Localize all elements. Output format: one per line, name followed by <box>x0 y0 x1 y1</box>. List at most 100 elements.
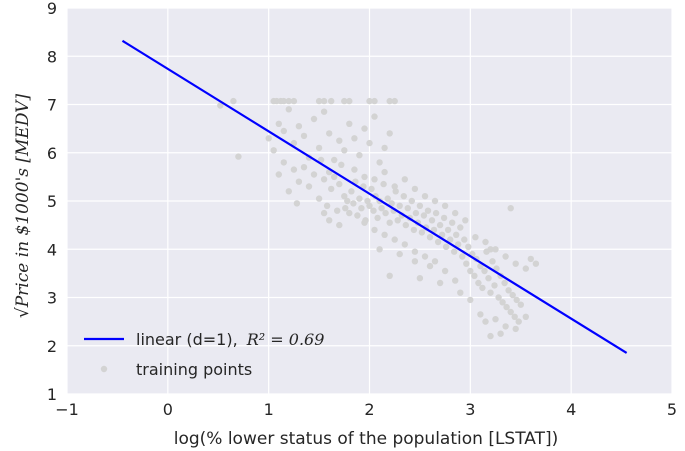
training-point <box>371 97 378 105</box>
training-point <box>290 97 298 105</box>
training-point <box>482 238 489 246</box>
x-tick-label: 2 <box>364 400 374 419</box>
training-point <box>386 97 393 105</box>
training-point <box>320 209 328 217</box>
training-point <box>368 185 375 193</box>
training-point <box>511 313 518 320</box>
training-point <box>441 202 449 209</box>
training-point <box>457 289 464 296</box>
training-point <box>300 132 308 140</box>
x-tick-label: 3 <box>465 400 475 419</box>
training-point <box>348 188 355 195</box>
training-point <box>455 241 462 248</box>
training-point <box>431 258 439 265</box>
training-point <box>411 258 419 265</box>
training-point <box>467 296 474 304</box>
training-point <box>356 152 363 159</box>
training-point <box>371 176 378 183</box>
legend-line-math: R² = 0.69 <box>246 330 325 349</box>
training-point <box>310 115 318 123</box>
training-point <box>452 209 459 217</box>
training-point <box>275 120 282 128</box>
training-point <box>436 279 444 287</box>
y-tick-label: 8 <box>47 47 57 66</box>
legend: linear (d=1), R² = 0.69 training points <box>84 330 324 379</box>
training-point <box>391 183 398 190</box>
training-point <box>384 195 391 202</box>
training-point <box>320 97 328 105</box>
y-tick-label: 2 <box>47 337 57 356</box>
training-point <box>338 161 345 168</box>
x-axis-label: log(% lower status of the population [LS… <box>174 429 559 449</box>
training-point <box>515 318 522 325</box>
training-point <box>381 144 388 152</box>
training-point <box>326 130 333 137</box>
training-point <box>336 221 343 229</box>
training-point <box>517 301 524 308</box>
training-point <box>411 248 419 255</box>
training-point <box>366 202 373 209</box>
training-point <box>527 255 534 263</box>
y-axis-label-text: √Price in $1000's [MEDV] <box>13 94 33 319</box>
training-point <box>431 197 439 205</box>
training-point <box>513 296 520 304</box>
training-point <box>444 226 452 234</box>
training-point <box>315 97 323 105</box>
training-point <box>366 97 373 105</box>
training-point <box>492 246 499 253</box>
training-point <box>341 97 348 105</box>
training-point <box>418 229 426 236</box>
training-point <box>442 243 450 250</box>
training-point <box>351 166 358 173</box>
training-point <box>356 195 363 202</box>
training-point <box>495 294 502 301</box>
training-point <box>416 202 424 209</box>
training-point <box>436 221 444 229</box>
x-tick-labels: −1 0 1 2 3 4 5 <box>55 400 677 419</box>
training-point <box>505 287 512 294</box>
training-point <box>364 197 371 205</box>
training-point <box>265 135 272 142</box>
training-point <box>275 171 282 178</box>
training-point <box>370 207 377 214</box>
legend-line-label: linear (d=1), R² = 0.69 <box>136 330 324 349</box>
training-point <box>331 156 338 164</box>
y-tick-label: 1 <box>47 385 57 404</box>
training-point <box>457 224 464 231</box>
training-point <box>328 97 335 105</box>
training-point <box>487 246 494 253</box>
training-point <box>280 159 287 166</box>
training-point <box>351 135 358 142</box>
training-point <box>346 120 353 128</box>
training-point <box>344 197 351 205</box>
training-point <box>354 212 361 219</box>
training-point <box>497 330 504 337</box>
training-point <box>507 205 514 212</box>
training-point <box>467 267 474 275</box>
training-point <box>361 219 368 226</box>
training-point <box>326 217 333 224</box>
training-point <box>432 209 440 217</box>
training-point <box>334 207 341 214</box>
training-point <box>479 284 486 292</box>
training-point <box>499 299 506 306</box>
training-point <box>400 193 407 200</box>
training-point <box>366 139 373 147</box>
training-point <box>477 311 484 318</box>
legend-point-swatch <box>100 365 108 373</box>
training-point <box>331 173 338 181</box>
training-point <box>491 282 498 289</box>
training-point <box>285 106 292 113</box>
training-point <box>235 153 242 160</box>
x-tick-label: 1 <box>264 400 274 419</box>
training-point <box>230 97 237 105</box>
training-point <box>376 159 383 166</box>
training-point <box>459 253 466 260</box>
training-point <box>441 267 449 275</box>
training-point <box>507 308 514 316</box>
training-point <box>472 234 479 241</box>
training-point <box>410 226 418 234</box>
training-point <box>358 205 365 212</box>
legend-points-label: training points <box>136 360 252 379</box>
